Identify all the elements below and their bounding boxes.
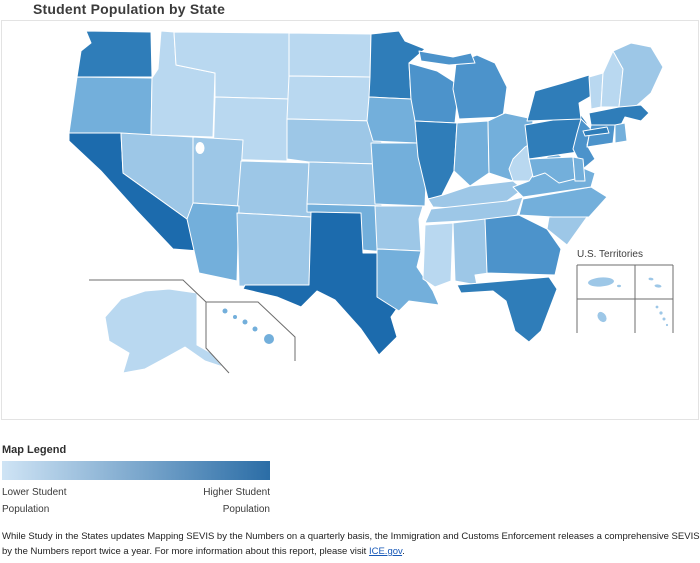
us-map-svg: U.S. Territories [68, 30, 674, 374]
territory-n-mariana-3[interactable] [662, 317, 666, 321]
state-NY[interactable] [526, 74, 594, 122]
state-MI-upper-peninsula[interactable] [418, 50, 476, 66]
footer-text-end: . [402, 545, 405, 557]
territory-n-mariana-4[interactable] [665, 323, 669, 327]
footer-text: While Study in the States updates Mappin… [2, 531, 700, 557]
state-AR[interactable] [374, 205, 424, 252]
legend-labels: Lower Student Population Higher Student … [2, 484, 270, 518]
territory-puerto-rico[interactable] [588, 277, 615, 288]
map-legend: Map Legend Lower Student Population High… [2, 444, 270, 518]
state-MI[interactable] [452, 54, 508, 120]
state-KS[interactable] [306, 161, 383, 207]
ice-gov-link[interactable]: ICE.gov [368, 545, 403, 557]
us-territories-label: U.S. Territories [577, 249, 643, 260]
territory-guam[interactable] [596, 310, 609, 324]
state-CO[interactable] [236, 160, 314, 218]
state-NY-long-island[interactable] [582, 126, 610, 137]
territory-virgin-islands-2[interactable] [654, 284, 662, 288]
state-HI-island-4[interactable] [252, 326, 258, 332]
territory-n-mariana-1[interactable] [655, 305, 659, 309]
state-HI-island-5[interactable] [264, 334, 274, 344]
state-ME[interactable] [612, 42, 664, 108]
state-FL[interactable] [456, 276, 558, 343]
legend-gradient [2, 461, 270, 480]
us-territories-inset: U.S. Territories [576, 249, 674, 333]
hawaii-inset-border [206, 301, 296, 361]
state-HI-island-3[interactable] [242, 319, 248, 325]
state-RI[interactable] [614, 122, 628, 144]
state-AZ[interactable] [186, 202, 240, 282]
footer-note: While Study in the States updates Mappin… [2, 530, 700, 559]
state-LA[interactable] [376, 248, 440, 312]
us-choropleth-map: U.S. Territories [1, 20, 699, 420]
state-SD[interactable] [286, 75, 375, 122]
territory-virgin-islands-1[interactable] [648, 277, 654, 281]
territory-n-mariana-2[interactable] [659, 311, 663, 315]
state-NM[interactable] [236, 212, 312, 290]
state-NE[interactable] [286, 118, 383, 165]
state-MS[interactable] [422, 222, 454, 288]
state-WA[interactable] [76, 30, 153, 78]
state-IN[interactable] [453, 120, 490, 187]
state-HI-island-1[interactable] [222, 308, 228, 314]
legend-high-label: Higher Student Population [203, 487, 270, 515]
legend-title: Map Legend [2, 444, 67, 456]
state-OR[interactable] [68, 76, 153, 136]
state-HI-island-2[interactable] [233, 315, 237, 319]
legend-low-label: Lower Student Population [2, 487, 67, 515]
state-IA[interactable] [366, 96, 420, 144]
great-salt-lake [195, 142, 205, 154]
territory-puerto-rico-isle[interactable] [617, 284, 621, 288]
state-DE[interactable] [572, 156, 586, 182]
state-AL[interactable] [452, 218, 490, 286]
state-WI[interactable] [408, 62, 460, 124]
state-AK[interactable] [104, 288, 224, 374]
page-title: Student Population by State [33, 1, 226, 17]
state-ND[interactable] [288, 32, 372, 78]
